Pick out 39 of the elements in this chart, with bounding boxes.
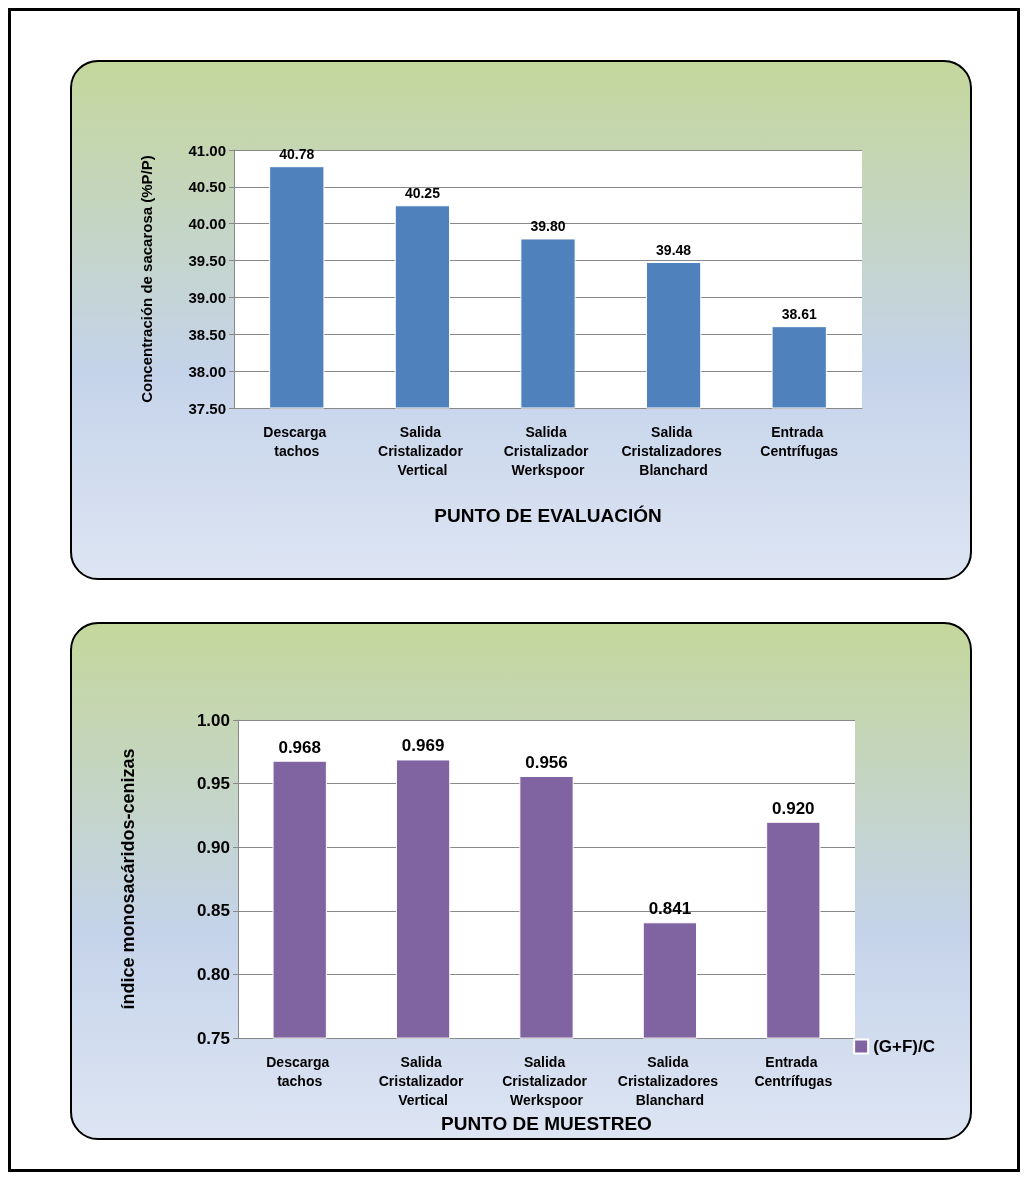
y-tick-label: 40.50 bbox=[188, 178, 226, 196]
x-tick-label: Salida Cristalizador Vertical bbox=[378, 1053, 468, 1108]
y-tick-label: 37.50 bbox=[188, 399, 226, 417]
y-axis-title: Concentración de sacarosa (%P/P) bbox=[137, 155, 155, 403]
y-tick-label: 0.80 bbox=[196, 964, 230, 984]
data-label: 40.25 bbox=[404, 185, 441, 202]
x-tick-label: Salida Cristalizador Werkspoor bbox=[503, 423, 593, 478]
x-axis-title: PUNTO DE MUESTREO bbox=[441, 1113, 652, 1134]
data-label: 39.48 bbox=[656, 242, 692, 259]
y-tick-label: 0.85 bbox=[196, 901, 230, 921]
data-label: 0.969 bbox=[401, 736, 445, 756]
y-tick-label: 38.00 bbox=[188, 362, 226, 380]
y-tick-label: 0.90 bbox=[196, 837, 230, 857]
data-label: 0.956 bbox=[525, 752, 568, 772]
data-label: 0.841 bbox=[648, 899, 692, 919]
x-tick-label: Salida Cristalizador Vertical bbox=[378, 423, 467, 478]
y-tick-label: 41.00 bbox=[188, 141, 226, 159]
x-tick-label: Entrada Centrífugas bbox=[754, 1053, 833, 1089]
y-tick-label: 39.50 bbox=[188, 252, 226, 270]
data-label: 0.968 bbox=[278, 737, 321, 757]
y-tick-label: 1.00 bbox=[196, 710, 230, 730]
y-tick-label: 0.95 bbox=[196, 774, 230, 794]
x-tick-label: Descarga tachos bbox=[263, 423, 331, 459]
y-tick-label: 0.75 bbox=[196, 1028, 230, 1048]
y-axis-title: índice monosacáridos-cenizas bbox=[118, 748, 138, 1010]
x-axis-title: PUNTO DE EVALUACIÓN bbox=[434, 505, 662, 526]
x-tick-label: Salida Cristalizadores Blanchard bbox=[621, 423, 726, 478]
data-label: 0.920 bbox=[772, 798, 815, 818]
data-label: 40.78 bbox=[279, 146, 315, 163]
y-tick-label: 38.50 bbox=[188, 325, 226, 343]
x-tick-label: Salida Cristalizador Werkspoor bbox=[502, 1053, 591, 1108]
x-tick-label: Descarga tachos bbox=[266, 1053, 334, 1089]
data-label: 38.61 bbox=[781, 306, 817, 323]
y-tick-label: 39.00 bbox=[188, 288, 226, 306]
data-label: 39.80 bbox=[530, 218, 566, 235]
x-tick-label: Entrada Centrífugas bbox=[760, 423, 839, 459]
y-tick-label: 40.00 bbox=[188, 215, 226, 233]
x-tick-label: Salida Cristalizadores Blanchard bbox=[617, 1053, 723, 1108]
legend-label: (G+F)/C bbox=[873, 1037, 935, 1056]
